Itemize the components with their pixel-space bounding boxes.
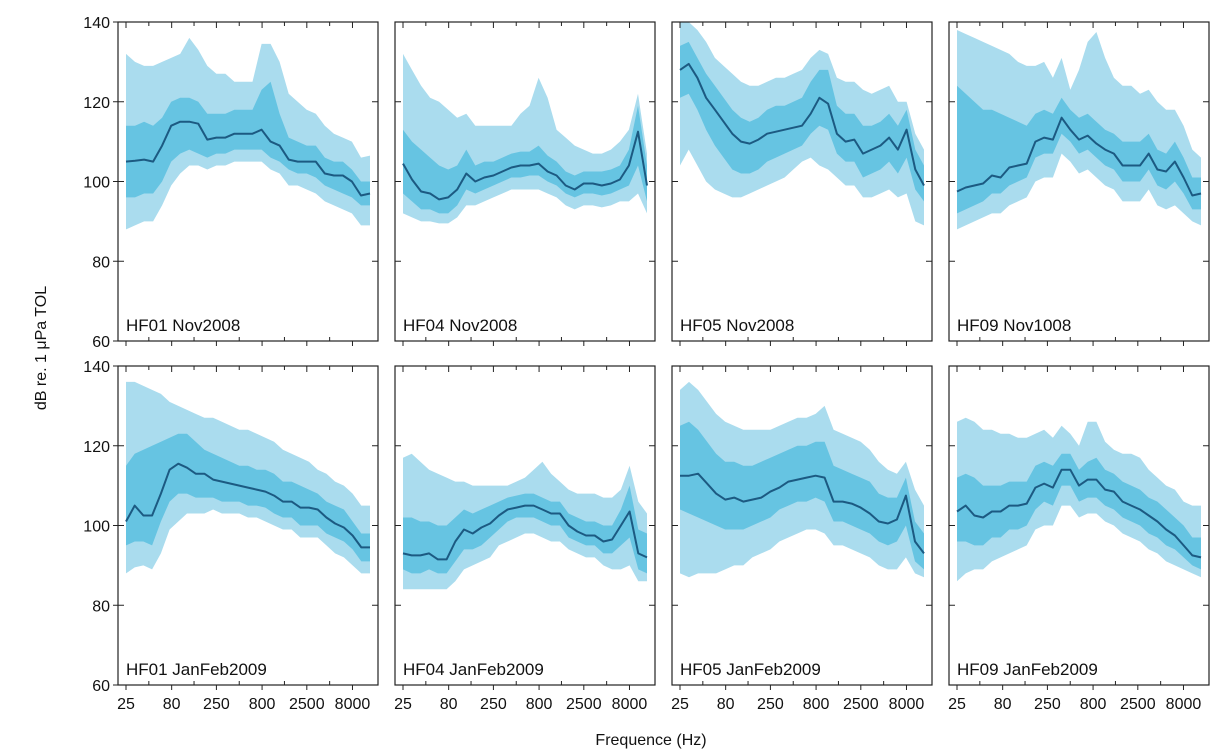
x-tick-label: 800 — [526, 696, 553, 713]
panel-label: HF04 JanFeb2009 — [403, 660, 544, 679]
median-line — [125, 120, 371, 197]
median-line — [956, 116, 1202, 197]
y-tick-label: 60 — [92, 678, 110, 695]
band-25-75 — [403, 485, 647, 574]
x-tick-label: 250 — [757, 696, 784, 713]
y-tick-label: 80 — [92, 254, 110, 271]
x-tick-label: 25 — [394, 696, 412, 713]
x-tick-label: 8000 — [889, 696, 925, 713]
y-tick-label: 140 — [83, 15, 110, 32]
panel: 25 80 250 800 2500 8000 HF05 JanFeb2009 — [671, 365, 933, 713]
x-tick-label: 80 — [440, 696, 458, 713]
x-tick-label: 8000 — [335, 696, 371, 713]
median-line — [680, 472, 925, 555]
panel-label: HF09 JanFeb2009 — [957, 660, 1098, 679]
median-line — [956, 468, 1202, 559]
band-25-75 — [680, 421, 924, 570]
median-line — [679, 62, 925, 186]
x-tick-label: 2500 — [289, 696, 325, 713]
band-25-75 — [957, 85, 1201, 214]
x-tick-label: 25 — [117, 696, 135, 713]
y-tick-label: 120 — [83, 95, 110, 112]
x-tick-label: 25 — [671, 696, 689, 713]
y-tick-label: 80 — [92, 598, 110, 615]
x-axis-title: Frequence (Hz) — [595, 732, 706, 749]
panel: 60 80 100 120 140 HF01 Nov2008 — [83, 15, 379, 351]
x-tick-label: 80 — [717, 696, 735, 713]
x-tick-label: 800 — [803, 696, 830, 713]
y-axis-title: dB re. 1 μPa TOL — [33, 286, 50, 410]
x-tick-label: 2500 — [843, 696, 879, 713]
panel-label: HF01 JanFeb2009 — [126, 660, 267, 679]
x-tick-label: 2500 — [566, 696, 602, 713]
panel: HF04 Nov2008 — [394, 21, 656, 346]
x-tick-label: 25 — [948, 696, 966, 713]
panel-label: HF09 Nov1008 — [957, 316, 1071, 335]
y-tick-label: 120 — [83, 439, 110, 456]
band-25-75 — [126, 433, 370, 562]
x-tick-label: 80 — [163, 696, 181, 713]
x-tick-label: 800 — [1080, 696, 1107, 713]
panel: 25 80 250 800 2500 8000 HF04 JanFeb2009 — [394, 365, 656, 713]
panel-label: HF04 Nov2008 — [403, 316, 517, 335]
panel: 60 80 100 120 140 25 80 250 800 2500 8000 HF01 JanF… — [83, 359, 379, 713]
x-tick-label: 250 — [480, 696, 507, 713]
x-tick-label: 8000 — [1166, 696, 1202, 713]
band-25-75 — [957, 453, 1201, 570]
panel: HF09 Nov1008 — [948, 21, 1210, 346]
x-tick-label: 2500 — [1120, 696, 1156, 713]
median-line — [125, 462, 370, 549]
y-tick-label: 100 — [83, 519, 110, 536]
y-tick-label: 60 — [92, 334, 110, 351]
median-line — [402, 130, 648, 201]
median-line — [402, 504, 648, 561]
panel-label: HF01 Nov2008 — [126, 316, 240, 335]
panel-label: HF05 JanFeb2009 — [680, 660, 821, 679]
panel: 25 80 250 800 2500 8000 HF09 JanFeb2009 — [948, 365, 1210, 713]
x-tick-label: 80 — [994, 696, 1012, 713]
panel: HF05 Nov2008 — [671, 21, 933, 346]
x-tick-label: 800 — [249, 696, 276, 713]
panel-label: HF05 Nov2008 — [680, 316, 794, 335]
band-25-75 — [126, 81, 370, 206]
band-25-75 — [680, 41, 924, 202]
panel-grid: 60 80 100 120 140 HF01 Nov2008 HF04 Nov2008 HF0… — [83, 15, 1210, 713]
y-tick-label: 100 — [83, 175, 110, 192]
x-tick-label: 250 — [203, 696, 230, 713]
band-25-75 — [403, 105, 647, 214]
x-tick-label: 250 — [1034, 696, 1061, 713]
band-5-95 — [403, 453, 647, 590]
y-tick-label: 140 — [83, 359, 110, 376]
x-tick-label: 8000 — [612, 696, 648, 713]
